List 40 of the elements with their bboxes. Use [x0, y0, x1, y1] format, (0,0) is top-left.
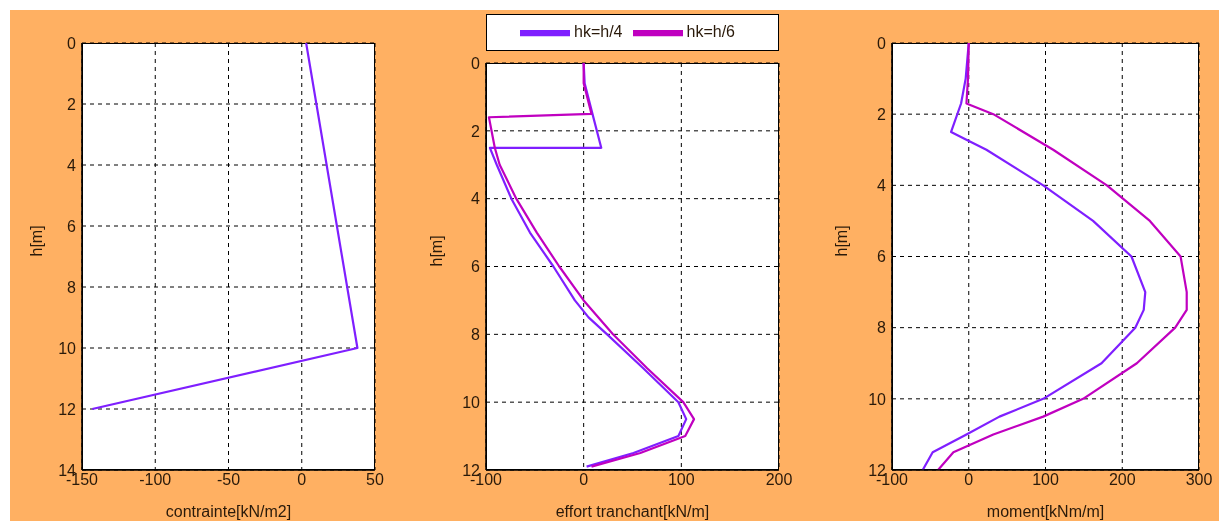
y-axis-title: h[m]	[427, 235, 445, 267]
y-tick-label: 2	[877, 105, 887, 123]
y-tick-label: 2	[67, 95, 77, 113]
y-tick-label: 0	[471, 54, 481, 72]
x-tick-label: 200	[765, 471, 793, 489]
y-tick-label: 6	[67, 217, 77, 235]
x-tick-label: 200	[1108, 471, 1136, 489]
x-tick-label: 50	[366, 471, 384, 489]
legend-label: hk=h/4	[574, 22, 623, 40]
y-tick-label: 10	[58, 339, 77, 357]
x-tick-label: -50	[216, 471, 241, 489]
y-tick-label: 6	[471, 258, 481, 276]
legend-label: hk=h/6	[686, 22, 735, 40]
y-tick-label: 6	[877, 248, 887, 266]
y-tick-label: 10	[868, 390, 887, 408]
y-tick-label: 0	[877, 34, 887, 52]
y-axis-title: h[m]	[27, 225, 45, 257]
y-tick-label: 4	[877, 177, 887, 195]
y-axis-title: h[m]	[832, 225, 850, 257]
x-tick-label: 300	[1185, 471, 1213, 489]
y-tick-label: 0	[67, 34, 77, 52]
y-tick-label: 8	[877, 319, 887, 337]
line-series	[936, 43, 1188, 470]
x-axis-title: contrainte[kN/m2]	[165, 503, 292, 520]
x-axis-title: moment[kNm/m]	[986, 503, 1105, 520]
x-tick-label: 0	[297, 471, 307, 489]
y-tick-label: 2	[471, 122, 481, 140]
y-tick-label: 12	[58, 400, 77, 418]
x-axis-title: effort tranchant[kN/m]	[555, 503, 710, 520]
y-tick-label: 10	[462, 393, 481, 411]
x-tick-label: -100	[139, 471, 172, 489]
y-tick-label: 4	[471, 190, 481, 208]
x-tick-label: 100	[667, 471, 695, 489]
y-tick-label: 8	[471, 326, 481, 344]
x-tick-label: 0	[964, 471, 974, 489]
x-tick-label: 0	[579, 471, 589, 489]
x-tick-label: 100	[1032, 471, 1059, 489]
y-tick-label: 8	[67, 278, 77, 296]
line-series	[921, 43, 1147, 470]
y-tick-label: 4	[67, 156, 77, 174]
